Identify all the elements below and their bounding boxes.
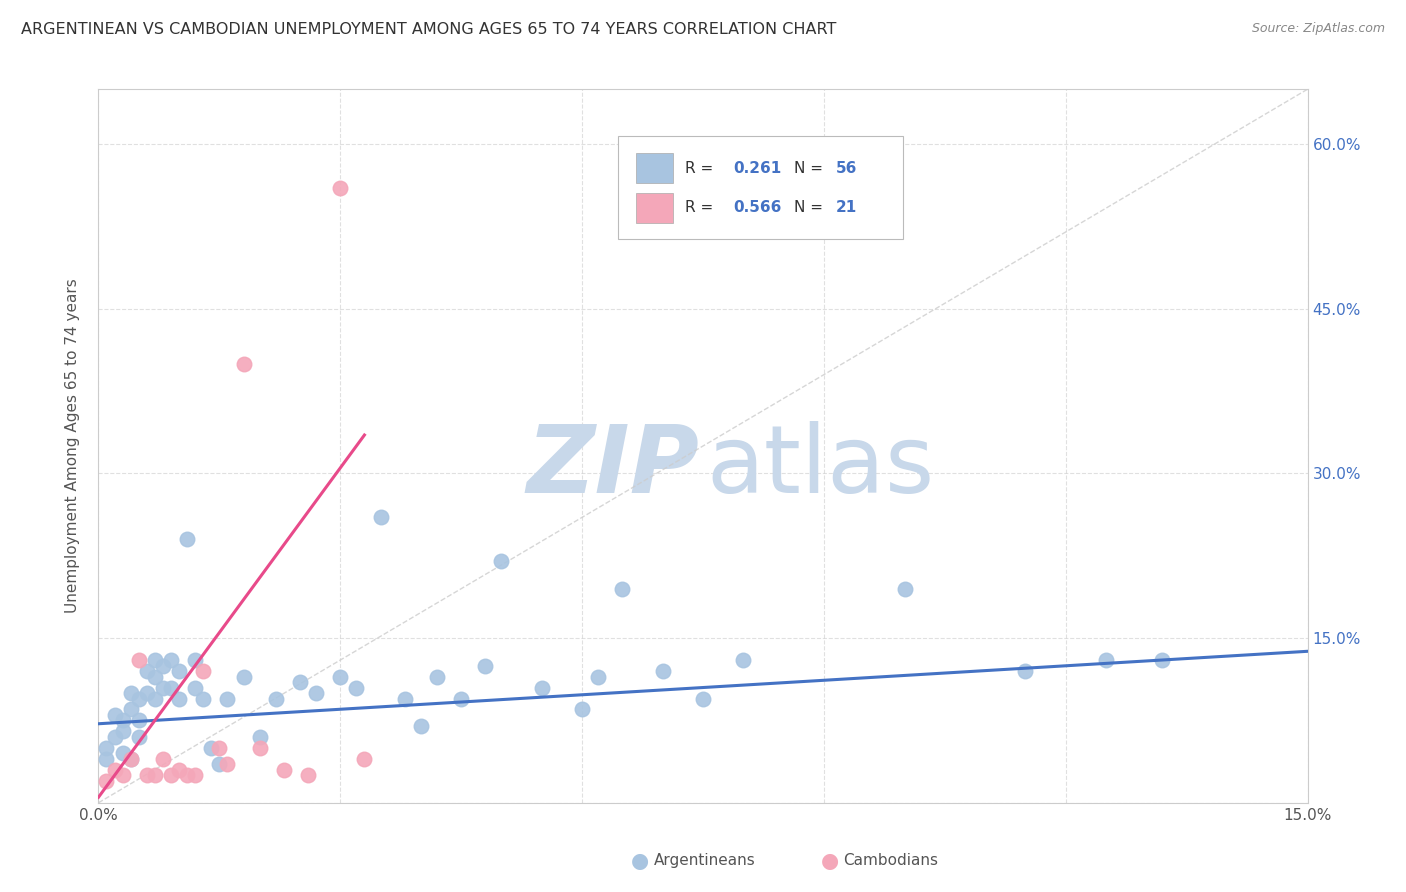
- Y-axis label: Unemployment Among Ages 65 to 74 years: Unemployment Among Ages 65 to 74 years: [65, 278, 80, 614]
- Point: [893, 582, 915, 596]
- Text: R =: R =: [685, 161, 718, 176]
- Point: [612, 582, 634, 596]
- Point: [176, 533, 198, 547]
- Point: [344, 681, 367, 695]
- Point: [128, 714, 150, 728]
- Point: [329, 181, 352, 195]
- Point: [160, 768, 183, 782]
- Point: [120, 686, 142, 700]
- Point: [1014, 664, 1036, 678]
- Text: Argentineans: Argentineans: [654, 854, 755, 868]
- Point: [143, 768, 166, 782]
- Point: [273, 763, 295, 777]
- Point: [394, 691, 416, 706]
- Point: [264, 691, 287, 706]
- Point: [120, 752, 142, 766]
- Text: ●: ●: [631, 851, 648, 871]
- Point: [208, 757, 231, 772]
- Text: ARGENTINEAN VS CAMBODIAN UNEMPLOYMENT AMONG AGES 65 TO 74 YEARS CORRELATION CHAR: ARGENTINEAN VS CAMBODIAN UNEMPLOYMENT AM…: [21, 22, 837, 37]
- Point: [651, 664, 673, 678]
- Point: [426, 669, 449, 683]
- Point: [1095, 653, 1118, 667]
- Point: [120, 752, 142, 766]
- Point: [135, 664, 157, 678]
- Point: [217, 757, 239, 772]
- Point: [297, 768, 319, 782]
- Point: [249, 740, 271, 755]
- Point: [1152, 653, 1174, 667]
- Point: [530, 681, 553, 695]
- Point: [120, 702, 142, 716]
- Point: [96, 752, 118, 766]
- Point: [200, 740, 222, 755]
- Text: N =: N =: [793, 200, 828, 215]
- Point: [370, 510, 392, 524]
- Point: [733, 653, 755, 667]
- Text: 0.261: 0.261: [734, 161, 782, 176]
- Point: [128, 653, 150, 667]
- Text: 0.566: 0.566: [734, 200, 782, 215]
- Point: [249, 730, 271, 744]
- Point: [160, 653, 183, 667]
- Point: [135, 686, 157, 700]
- Text: ZIP: ZIP: [526, 421, 699, 514]
- Point: [96, 773, 118, 788]
- Point: [571, 702, 593, 716]
- FancyBboxPatch shape: [619, 136, 903, 239]
- Point: [111, 724, 134, 739]
- Point: [692, 691, 714, 706]
- FancyBboxPatch shape: [637, 153, 673, 184]
- Text: Source: ZipAtlas.com: Source: ZipAtlas.com: [1251, 22, 1385, 36]
- Point: [103, 763, 125, 777]
- FancyBboxPatch shape: [637, 193, 673, 223]
- Point: [329, 669, 352, 683]
- Point: [208, 740, 231, 755]
- Point: [353, 752, 375, 766]
- Point: [143, 669, 166, 683]
- Point: [193, 691, 215, 706]
- Point: [232, 357, 254, 371]
- Point: [193, 664, 215, 678]
- Text: atlas: atlas: [707, 421, 935, 514]
- Point: [103, 730, 125, 744]
- Point: [474, 658, 496, 673]
- Point: [111, 768, 134, 782]
- Point: [167, 763, 190, 777]
- Point: [586, 669, 609, 683]
- Point: [96, 740, 118, 755]
- Point: [143, 653, 166, 667]
- Text: N =: N =: [793, 161, 828, 176]
- Point: [167, 664, 190, 678]
- Point: [450, 691, 472, 706]
- Point: [409, 719, 432, 733]
- Point: [103, 708, 125, 723]
- Point: [128, 691, 150, 706]
- Text: ●: ●: [821, 851, 838, 871]
- Point: [184, 653, 207, 667]
- Point: [152, 752, 174, 766]
- Point: [111, 714, 134, 728]
- Text: R =: R =: [685, 200, 718, 215]
- Text: 21: 21: [837, 200, 858, 215]
- Text: Cambodians: Cambodians: [844, 854, 939, 868]
- Text: 56: 56: [837, 161, 858, 176]
- Point: [491, 554, 513, 568]
- Point: [128, 730, 150, 744]
- Point: [176, 768, 198, 782]
- Point: [217, 691, 239, 706]
- Point: [152, 681, 174, 695]
- Point: [111, 747, 134, 761]
- Point: [160, 681, 183, 695]
- Point: [232, 669, 254, 683]
- Point: [288, 675, 311, 690]
- Point: [184, 681, 207, 695]
- Point: [184, 768, 207, 782]
- Point: [167, 691, 190, 706]
- Point: [143, 691, 166, 706]
- Point: [305, 686, 328, 700]
- Point: [152, 658, 174, 673]
- Point: [135, 768, 157, 782]
